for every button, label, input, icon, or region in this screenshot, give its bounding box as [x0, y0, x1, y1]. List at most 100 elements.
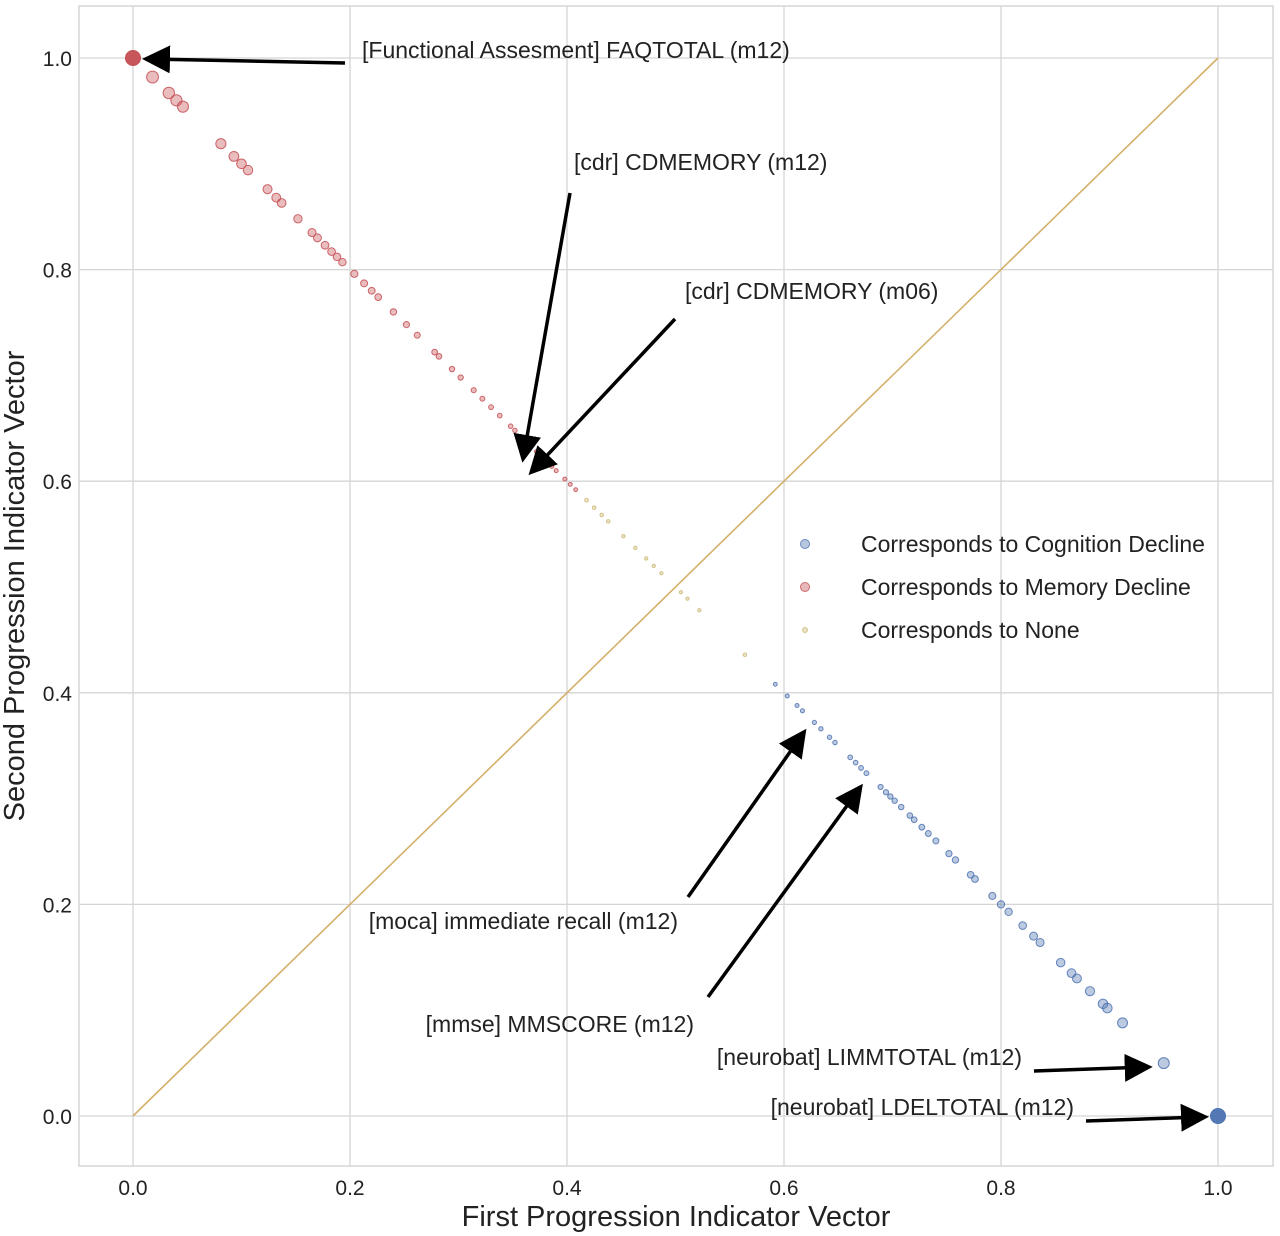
data-point-series-0: [932, 837, 940, 845]
reference-diagonal: [132, 57, 1219, 1117]
data-point-series-1: [573, 487, 579, 493]
x-tick-label: 0.6: [769, 1177, 798, 1200]
data-point-series-2: [685, 596, 690, 601]
data-point-series-0: [1157, 1057, 1170, 1070]
y-tick-label: 0.6: [43, 471, 72, 494]
data-point-series-1: [562, 476, 568, 482]
data-point-series-1: [332, 252, 342, 262]
data-point-series-0: [906, 812, 914, 819]
data-point-series-2: [584, 497, 589, 503]
legend-label: Corresponds to Memory Decline: [861, 574, 1191, 600]
data-point-series-0: [877, 783, 884, 791]
data-point-series-0: [1210, 1108, 1226, 1124]
data-point-series-2: [742, 652, 748, 657]
data-point-series-1: [125, 50, 141, 66]
data-point-series-2: [651, 563, 656, 568]
data-point-series-0: [1117, 1017, 1128, 1029]
data-point-series-1: [215, 138, 227, 150]
data-point-series-1: [479, 395, 486, 402]
data-point-series-0: [897, 803, 905, 811]
annotation-arrow: [528, 317, 677, 476]
annotation-label: [cdr] CDMEMORY (m12): [574, 149, 827, 175]
x-tick-label: 0.0: [118, 1177, 147, 1200]
data-point-series-1: [360, 279, 369, 288]
legend-label: Corresponds to None: [861, 617, 1080, 643]
data-point-series-1: [307, 228, 317, 238]
data-point-series-0: [852, 759, 859, 766]
data-point-series-0: [1084, 986, 1096, 997]
annotation-label: [neurobat] LDELTOTAL (m12): [771, 1094, 1074, 1120]
data-point-series-1: [553, 468, 559, 474]
data-point-series-1: [448, 365, 456, 373]
y-axis-ticks: 0.0 0.2 0.4 0.6 0.8 1.0: [43, 48, 73, 1129]
annotation-label: [moca] immediate recall (m12): [369, 908, 678, 934]
data-point-series-1: [262, 184, 273, 195]
annotation-label: [cdr] CDMEMORY (m06): [685, 278, 938, 304]
data-point-series-0: [951, 856, 960, 864]
annotation-arrow: [1085, 1103, 1209, 1132]
data-point-series-1: [228, 150, 240, 162]
annotation-label: [neurobat] LIMMTOTAL (m12): [717, 1044, 1022, 1070]
grid: [79, 6, 1273, 1166]
data-point-series-1: [549, 463, 555, 469]
data-point-series-2: [678, 590, 684, 595]
data-point-series-1: [496, 412, 503, 419]
data-point-series-1: [176, 100, 189, 113]
data-point-series-1: [327, 247, 336, 256]
data-point-series-0: [1018, 921, 1028, 930]
data-point-series-1: [350, 269, 359, 278]
legend-marker: [800, 539, 810, 549]
data-point-series-0: [826, 734, 833, 740]
data-point-series-1: [534, 448, 540, 455]
data-point-series-1: [512, 427, 518, 434]
data-point-series-1: [431, 348, 438, 356]
x-tick-label: 0.8: [986, 1177, 1015, 1200]
data-point-series-0: [811, 719, 817, 726]
data-point-series-1: [312, 233, 322, 243]
data-point-series-1: [402, 321, 411, 329]
legend-marker: [800, 582, 810, 592]
data-point-series-2: [697, 608, 702, 613]
data-point-series-1: [457, 374, 464, 381]
data-point-series-2: [591, 505, 597, 510]
data-point-series-1: [567, 481, 573, 487]
data-point-series-0: [863, 770, 870, 777]
data-point-series-0: [1035, 937, 1045, 948]
y-axis-label: Second Progression Indicator Vector: [0, 350, 31, 821]
data-point-series-1: [146, 70, 159, 84]
data-point-series-0: [996, 900, 1006, 909]
data-point-series-1: [338, 257, 347, 267]
x-tick-label: 1.0: [1203, 1177, 1232, 1200]
legend: Corresponds to Cognition Decline Correspo…: [800, 531, 1205, 643]
x-tick-label: 0.4: [552, 1177, 582, 1200]
annotation-arrow: [513, 192, 572, 463]
data-point-series-2: [621, 534, 626, 539]
data-point-series-2: [659, 571, 664, 576]
data-point-series-1: [242, 164, 254, 176]
data-point-series-0: [1102, 1002, 1113, 1014]
annotation-arrow: [142, 45, 346, 74]
data-point-series-1: [488, 404, 494, 411]
annotation-label: [mmse] MMSCORE (m12): [426, 1011, 694, 1037]
data-point-series-0: [784, 693, 790, 699]
data-point-series-0: [1029, 931, 1039, 941]
data-point-series-0: [1004, 907, 1013, 917]
data-point-series-1: [435, 353, 443, 360]
y-tick-label: 0.4: [43, 683, 73, 706]
data-point-series-1: [507, 423, 514, 429]
data-point-series-0: [887, 793, 894, 800]
y-tick-label: 0.2: [43, 894, 72, 917]
data-point-series-1: [374, 293, 383, 301]
data-point-series-1: [367, 286, 376, 295]
data-point-series-1: [389, 308, 398, 316]
data-point-series-0: [772, 681, 778, 687]
data-point-series-1: [276, 198, 287, 208]
data-point-series-2: [644, 556, 649, 561]
data-point-series-0: [794, 702, 800, 709]
x-axis-ticks: 0.0 0.2 0.4 0.6 0.8 1.0: [118, 1177, 1232, 1200]
y-tick-label: 0.8: [43, 260, 72, 283]
data-point-series-1: [413, 331, 421, 339]
data-point-series-0: [847, 754, 854, 761]
data-point-series-1: [162, 86, 176, 100]
